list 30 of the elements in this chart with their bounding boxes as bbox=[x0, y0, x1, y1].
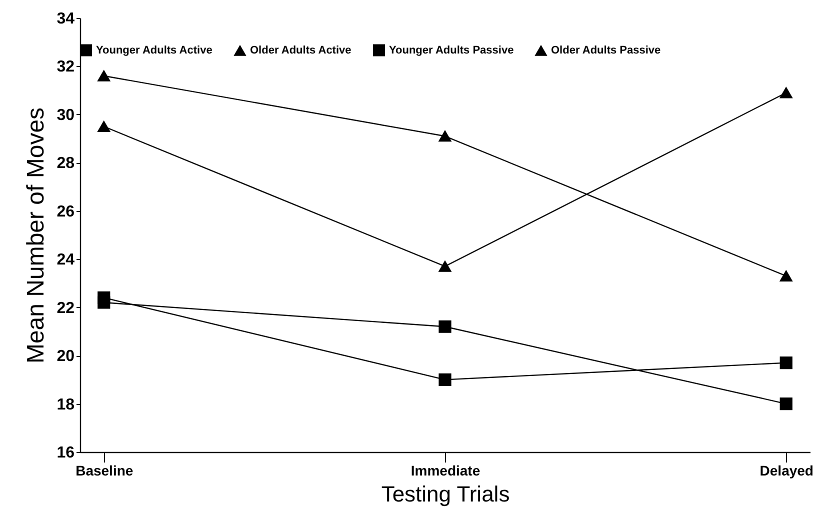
legend-label: Younger Adults Passive bbox=[389, 44, 514, 56]
y-tick-label: 30 bbox=[56, 106, 75, 124]
point bbox=[780, 356, 792, 370]
point bbox=[98, 120, 110, 132]
point bbox=[780, 270, 792, 282]
y-tick-label: 18 bbox=[56, 396, 75, 414]
y-tick-label: 34 bbox=[56, 10, 75, 28]
x-tick-label: Delayed bbox=[760, 462, 814, 478]
y-tick-label: 20 bbox=[56, 348, 75, 366]
point bbox=[780, 397, 792, 410]
legend-label: Younger Adults Active bbox=[96, 44, 212, 56]
y-tick-label: 24 bbox=[56, 252, 75, 269]
point bbox=[438, 373, 452, 386]
y-tick-label: 28 bbox=[56, 155, 75, 172]
point bbox=[98, 291, 110, 304]
point bbox=[438, 130, 452, 142]
y-tick-label: 22 bbox=[56, 300, 75, 317]
y-tick-label: 32 bbox=[56, 58, 75, 76]
y-axis-title: Mean Number of Moves bbox=[22, 107, 50, 364]
legend-label: Older Adults Passive bbox=[551, 44, 661, 57]
x-tick-label: Baseline bbox=[76, 462, 134, 478]
x-tick-label: Immediate bbox=[410, 462, 480, 478]
x-axis-title: Testing Trials bbox=[381, 482, 510, 506]
y-tick-label: 16 bbox=[56, 444, 75, 462]
legend-label: Older Adults Active bbox=[250, 44, 352, 57]
point bbox=[438, 320, 452, 333]
y-tick-label: 26 bbox=[56, 203, 75, 220]
point bbox=[98, 70, 110, 82]
point bbox=[780, 87, 792, 98]
point bbox=[438, 260, 452, 272]
